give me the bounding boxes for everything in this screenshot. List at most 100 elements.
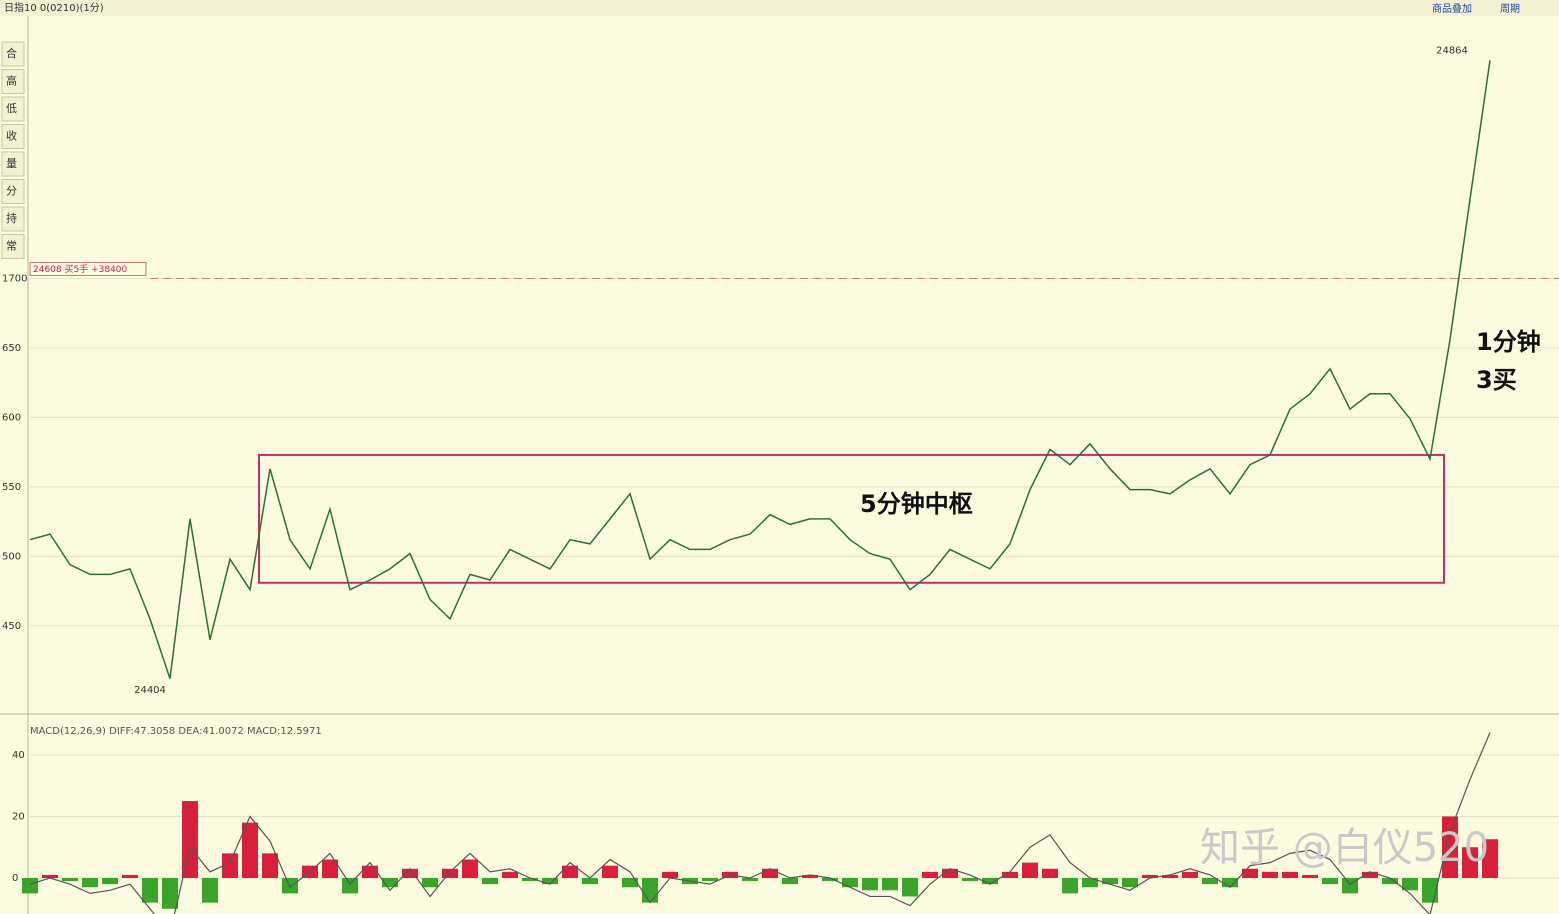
macd-bar [1042,868,1058,878]
macd-bar [1022,862,1038,878]
y-tick-label: 600 [2,412,21,423]
macd-bar [522,878,538,882]
price-line [29,60,1491,679]
macd-bar [222,853,238,878]
macd-bar [1362,871,1378,878]
diff-line [29,732,1491,914]
macd-bar [462,859,478,878]
macd-bar [762,868,778,878]
toolbar-label: 量 [6,157,17,170]
macd-bar [782,878,798,885]
macd-bar [322,859,338,878]
macd-bar [122,874,138,878]
toolbar-label: 常 [6,240,17,253]
macd-bar [1302,874,1318,878]
macd-bar [842,878,858,888]
y-tick-label: 0 [12,873,18,884]
macd-bar [1262,871,1278,878]
macd-bar [1142,874,1158,878]
macd-bar [802,874,818,878]
y-tick-label: 450 [2,621,21,632]
macd-bar [1102,878,1118,885]
toolbar-button [1,41,25,67]
macd-bar [182,801,198,878]
macd-bar [1062,878,1078,894]
macd-bar [1442,816,1458,878]
toolbar-button [1,234,25,259]
extreme-label: 24864 [1436,46,1468,57]
y-tick-label: 1700 [2,273,27,284]
zone-label: 5分钟中枢 [860,490,973,518]
macd-bar [1162,874,1178,878]
macd-bar [622,878,638,888]
macd-bar [1222,878,1238,888]
macd-bar [402,868,418,878]
macd-bar [242,822,258,878]
macd-bar [382,878,398,888]
reference-box [29,261,147,276]
macd-bar [82,878,98,888]
macd-bar [642,878,658,903]
macd-bar [422,878,438,888]
macd-bar [702,878,718,882]
macd-bar [22,878,38,894]
macd-bar [42,874,58,878]
toolbar-label: 收 [6,129,17,143]
macd-bar [102,878,118,885]
toolbar-button [1,206,25,232]
macd-bar [542,878,558,885]
macd-bar [342,878,358,894]
header-link[interactable]: 商品叠加 [1432,2,1472,15]
toolbar-button [1,69,25,94]
extreme-label: 24404 [134,685,166,696]
macd-bar [1002,871,1018,878]
macd-bar [62,878,78,882]
toolbar-button [1,124,25,149]
macd-bar [1482,839,1498,878]
y-tick-label: 650 [2,343,21,354]
y-tick-label: 550 [2,482,21,493]
macd-bar [482,878,498,885]
macd-bar [262,853,278,878]
macd-bar [1322,878,1338,885]
macd-bar [602,865,618,878]
macd-bar [962,878,978,882]
callout-label: 1分钟 [1476,328,1541,356]
zone-box [258,453,1445,584]
header-link[interactable]: 周期 [1500,3,1520,15]
macd-bar [1462,847,1478,878]
watermark: 知乎 @白仪520 [1200,825,1489,871]
macd-bar [282,878,298,894]
y-tick-label: 500 [2,551,21,562]
macd-bar [582,878,598,885]
macd-bar [162,878,178,909]
macd-bar [1182,871,1198,878]
macd-bar [442,868,458,878]
macd-bar [942,868,958,878]
toolbar-label: 合 [6,46,17,60]
macd-bar [202,878,218,903]
macd-bar [502,871,518,878]
macd-bar [1082,878,1098,888]
macd-bar [922,871,938,878]
macd-bar [142,878,158,903]
macd-bar [1282,871,1298,878]
toolbar-button [1,96,25,122]
macd-bar [1202,878,1218,885]
header-title: 日指10 0(0210)(1分) [4,1,104,14]
macd-bar [1242,868,1258,878]
y-tick-label: 40 [12,750,25,761]
macd-bar [902,878,918,897]
macd-bar [882,878,898,891]
macd-bar [982,878,998,885]
macd-title: MACD(12,26,9) DIFF:47.3058 DEA:41.0072 M… [30,726,322,737]
toolbar-label: 高 [6,74,17,88]
macd-bar [362,865,378,878]
macd-bar [862,878,878,891]
macd-bar [562,865,578,878]
macd-bar [1382,878,1398,885]
reference-label: 24608 买5手 +38400 [33,263,128,275]
title-bar [0,0,1559,16]
toolbar-label: 低 [6,102,17,115]
